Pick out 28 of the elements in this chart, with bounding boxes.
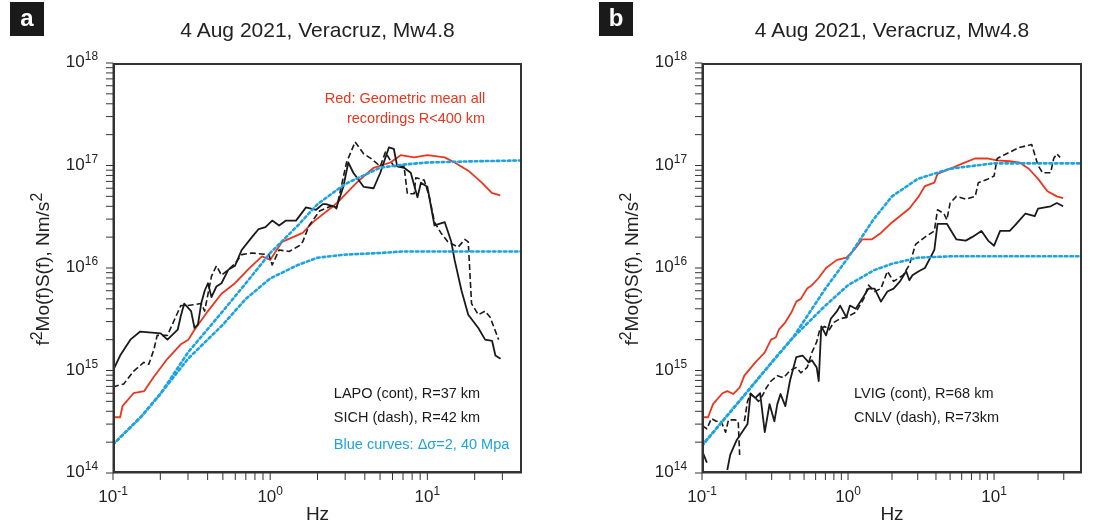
x-tick-label: 10$^{1}$ [981, 484, 1008, 506]
y-tick-label: 10$^{18}$ [65, 49, 99, 71]
annotation: Red: Geometric mean all recordings R<400 km [323, 88, 486, 128]
x-tick-label: 10$^{0}$ [257, 484, 284, 506]
annotation: SICH (dash), R=42 km [333, 408, 481, 428]
y-tick-label: 10$^{16}$ [654, 254, 688, 276]
y-tick-label: 10$^{18}$ [654, 49, 688, 71]
annotation: LVIG (cont), R=68 km [854, 383, 994, 403]
x-tick-label: 10$^{0}$ [835, 484, 862, 506]
annotation: LAPO (cont), R=37 km [333, 383, 481, 403]
y-tick-label: 10$^{17}$ [65, 151, 99, 174]
y-tick-label: 10$^{14}$ [654, 459, 688, 481]
y-tick-label: 10$^{15}$ [65, 356, 99, 379]
chart-title: 4 Aug 2021, Veracruz, Mw4.8 [753, 18, 1031, 42]
x-axis-title: Hz [305, 503, 330, 521]
annotation: CNLV (dash), R=73km [854, 408, 1000, 428]
x-axis-title: Hz [880, 503, 904, 521]
text: b [599, 2, 633, 36]
y-tick-label: 10$^{15}$ [654, 356, 688, 379]
chart-title: 4 Aug 2021, Veracruz, Mw4.8 [179, 18, 456, 42]
text: a [10, 2, 44, 36]
y-tick-label: 10$^{16}$ [65, 254, 99, 276]
x-tick-label: 10$^{1}$ [414, 484, 441, 506]
annotation: Blue curves: Δσ=2, 40 Mpa [333, 435, 510, 455]
y-tick-label: 10$^{14}$ [65, 459, 99, 481]
x-tick-label: 10$^{-1}$ [687, 484, 718, 506]
y-tick-label: 10$^{17}$ [654, 151, 688, 174]
x-tick-label: 10$^{-1}$ [98, 484, 129, 506]
